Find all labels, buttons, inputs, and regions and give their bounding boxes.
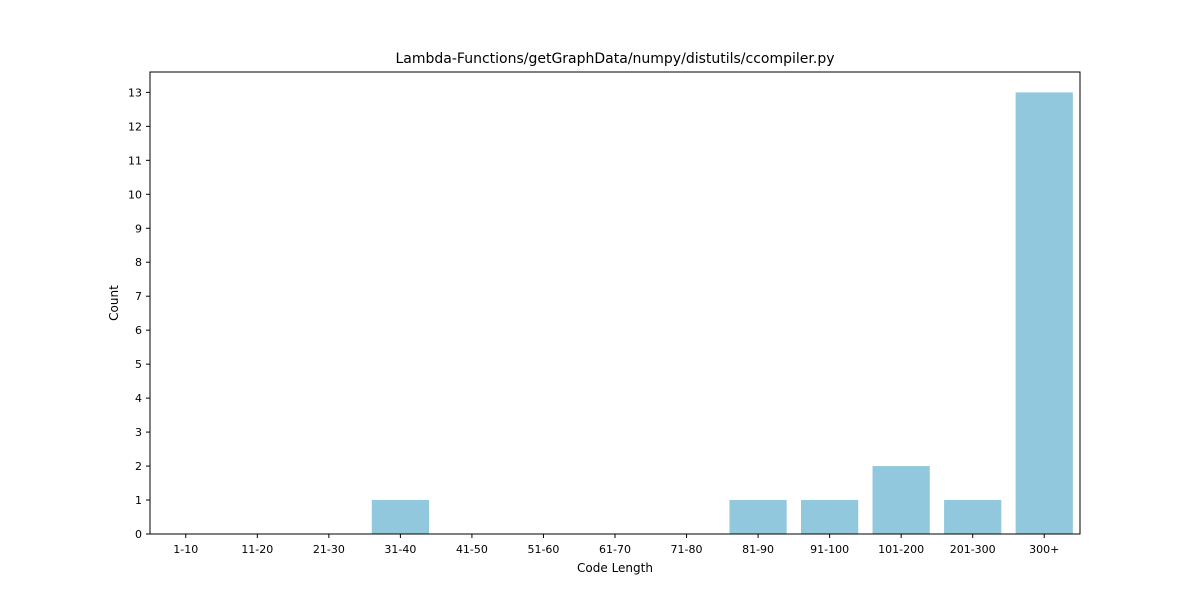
bar-91-100 bbox=[801, 500, 859, 534]
x-tick-label: 61-70 bbox=[599, 543, 631, 556]
x-tick-label: 91-100 bbox=[810, 543, 849, 556]
y-tick-label: 2 bbox=[135, 460, 142, 473]
y-tick-label: 0 bbox=[135, 528, 142, 541]
bar-300+ bbox=[1015, 92, 1073, 534]
x-tick-label: 201-300 bbox=[950, 543, 996, 556]
chart-title: Lambda-Functions/getGraphData/numpy/dist… bbox=[395, 51, 834, 67]
x-axis-ticks: 1-10 11-20 21-30 31-40 41-50 51-60 61-70 71-80 8… bbox=[173, 534, 1059, 556]
y-tick-label: 5 bbox=[135, 358, 142, 371]
x-tick-label: 21-30 bbox=[313, 543, 345, 556]
x-tick-label: 1-10 bbox=[173, 543, 198, 556]
plot-frame bbox=[149, 71, 1081, 535]
y-tick-label: 7 bbox=[135, 290, 142, 303]
y-tick-label: 11 bbox=[128, 154, 142, 167]
y-axis-label: Count bbox=[107, 285, 121, 321]
x-tick-label: 300+ bbox=[1029, 543, 1059, 556]
y-tick-label: 1 bbox=[135, 494, 142, 507]
bar-31-40 bbox=[371, 500, 429, 534]
x-tick-label: 11-20 bbox=[241, 543, 273, 556]
y-tick-label: 12 bbox=[128, 120, 142, 133]
y-tick-label: 6 bbox=[135, 324, 142, 337]
y-tick-label: 13 bbox=[128, 86, 142, 99]
x-tick-label: 81-90 bbox=[742, 543, 774, 556]
bar-81-90 bbox=[729, 500, 787, 534]
y-tick-label: 9 bbox=[135, 222, 142, 235]
bars-layer bbox=[371, 92, 1073, 534]
bar-201-300 bbox=[944, 500, 1002, 534]
x-axis-label: Code Length bbox=[577, 561, 653, 575]
y-tick-label: 3 bbox=[135, 426, 142, 439]
y-tick-label: 8 bbox=[135, 256, 142, 269]
bar-101-200 bbox=[872, 466, 930, 534]
x-tick-label: 31-40 bbox=[384, 543, 416, 556]
x-tick-label: 101-200 bbox=[878, 543, 924, 556]
x-tick-label: 51-60 bbox=[527, 543, 559, 556]
x-tick-label: 41-50 bbox=[456, 543, 488, 556]
x-tick-label: 71-80 bbox=[671, 543, 703, 556]
y-tick-label: 10 bbox=[128, 188, 142, 201]
y-tick-label: 4 bbox=[135, 392, 142, 405]
